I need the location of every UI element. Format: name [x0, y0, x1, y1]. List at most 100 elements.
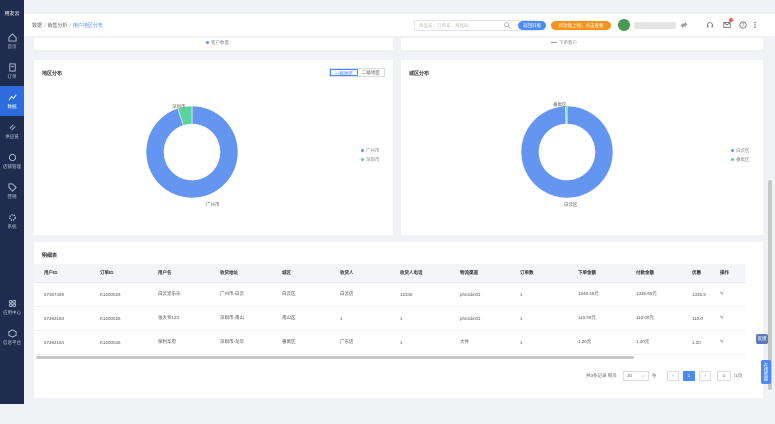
sidebar-item-label: 系统 — [7, 223, 17, 229]
detail-table: 用户ID 订单ID 用户名 收货地址 城区 收货人 收货人电话 物流渠道 订单数 下单金额 付款金额… — [34, 264, 746, 355]
table-cell: phcsdin01 — [450, 282, 510, 307]
sidebar-item-label: 信息平台 — [3, 339, 21, 345]
goto-page-input[interactable]: 1 — [717, 371, 731, 381]
table-cell: 番禺区 — [272, 330, 330, 355]
search-icon[interactable] — [504, 22, 511, 29]
table-cell: 1 — [390, 306, 450, 331]
table-cell: 1335.9 — [682, 282, 710, 307]
table-cell: 1.20元 — [568, 330, 626, 355]
page-size-select[interactable]: 10 ⌵ — [623, 371, 649, 381]
switch-icon[interactable] — [680, 21, 688, 29]
chart-legend: 客户数量 — [206, 40, 229, 46]
feedback-tab[interactable]: 反馈 — [756, 334, 768, 344]
pager-unit: 条 — [652, 373, 657, 378]
sidebar-item-app-center[interactable]: 应用中心 — [0, 292, 24, 322]
back-to-old-version-button[interactable]: 返回旧版 — [518, 21, 546, 30]
legend-item[interactable]: 番禺区 — [731, 157, 750, 163]
pager-goto-suffix: /1页 — [734, 373, 743, 378]
table-cell: 大件 — [450, 330, 510, 355]
edit-icon[interactable]: ✎ — [710, 306, 746, 331]
card-title: 城区分布 — [409, 71, 430, 77]
table-cell: 57262183 — [34, 306, 90, 331]
column-header: 优惠 — [682, 264, 710, 283]
sidebar-item-info-platform[interactable]: 信息平台 — [0, 322, 24, 352]
table-cell: 深圳市-龙华 — [210, 330, 272, 355]
table-cell: 南山区 — [272, 306, 330, 331]
table-cell: 1 — [510, 330, 568, 355]
sidebar-item-supply[interactable]: 供应链 — [0, 116, 24, 146]
page-scrollbar[interactable] — [768, 180, 772, 390]
user-name-blurred — [634, 22, 676, 29]
online-service-tab[interactable]: 在线客服 — [761, 360, 771, 384]
chevron-down-icon: ⌵ — [641, 373, 645, 378]
prev-page-button[interactable]: ‹ — [667, 371, 679, 381]
table-cell: phcsdin01 — [450, 306, 510, 331]
table-header-row: 用户ID 订单ID 用户名 收货地址 城区 收货人 收货人电话 物流渠道 订单数 下单金额 付款金额… — [34, 264, 746, 283]
pie-slice-白云区[interactable] — [520, 105, 614, 199]
table-cell: K1200029 — [90, 282, 148, 307]
help-icon[interactable]: ? — [739, 21, 747, 29]
edit-icon[interactable]: ✎ — [710, 282, 746, 307]
table-cell: 1 — [330, 306, 390, 331]
pie-slice-番禺区[interactable] — [565, 105, 568, 125]
edit-icon[interactable]: ✎ — [710, 330, 746, 355]
district-donut-chart — [520, 105, 614, 199]
pie-slice-深圳市[interactable] — [177, 105, 193, 126]
legend-label: 客户数量 — [211, 40, 229, 45]
horizontal-scrollbar[interactable] — [36, 356, 634, 359]
avatar[interactable] — [618, 19, 630, 31]
column-header: 订单ID — [90, 264, 148, 283]
breadcrumb-current: 用户地区分布 — [72, 23, 103, 29]
legend-item[interactable]: 广州市 — [361, 148, 380, 154]
sidebar-item-label: 店铺管理 — [3, 163, 21, 169]
table-cell: K1200025 — [90, 306, 148, 331]
more-icon[interactable] — [751, 21, 759, 29]
table-cell: 57262184 — [34, 330, 90, 355]
link-icon — [8, 123, 16, 131]
table-cell: 白云宠乐乐 — [148, 282, 210, 307]
column-header: 下单金额 — [568, 264, 626, 283]
table-cell: 110.0 — [682, 306, 710, 331]
sidebar-item-system[interactable]: 系统 — [0, 206, 24, 236]
card-title: 明细表 — [42, 253, 58, 259]
pie-slice-广州市[interactable] — [145, 105, 239, 199]
tag-icon — [7, 182, 17, 192]
table-row[interactable]: 57262184 K1200026 保利华府 深圳市-龙华 番禺区 广东店 1 大件 1 1.20… — [34, 330, 746, 355]
table-row[interactable]: 57262183 K1200025 张大爷123 深圳市-南山 南山区 1 1 phcsdin… — [34, 306, 746, 331]
sidebar-item-marketing[interactable]: 营销 — [0, 176, 24, 206]
headset-icon[interactable] — [706, 21, 714, 29]
sidebar-item-store[interactable]: 店铺管理 — [0, 146, 24, 176]
sidebar: 用友云 首页 订单 数据 供应链 店铺管理 营销 系统 — [0, 0, 24, 404]
table-cell: 保利华府 — [148, 330, 210, 355]
sidebar-item-orders[interactable]: 订单 — [0, 56, 24, 86]
breadcrumb-item[interactable]: 销售分析 — [47, 23, 68, 29]
top-header: 数据 / 销售分析 / 用户地区分布 商品名、订单号、商品码 返回旧版 新功能上线，点击… — [24, 14, 775, 36]
legend-item[interactable]: 深圳市 — [361, 157, 380, 163]
sidebar-item-label: 供应链 — [5, 133, 19, 139]
tab-level-two[interactable]: 二级地区 — [362, 70, 380, 75]
next-page-button[interactable]: › — [699, 371, 711, 381]
message-icon[interactable] — [723, 21, 731, 29]
table-cell: 1 — [510, 306, 568, 331]
table-cell: 深圳市-南山 — [210, 306, 272, 331]
sidebar-item-home[interactable]: 首页 — [0, 26, 24, 56]
region-distribution-card: 地区分布 一级地区 二级地区 深圳市 广州市 广州市 深圳市 — [34, 60, 393, 235]
breadcrumb-item[interactable]: 数据 — [32, 23, 43, 29]
sidebar-item-data[interactable]: 数据 — [0, 86, 24, 116]
legend-item[interactable]: 白云区 — [731, 148, 750, 154]
table-cell: 12345 — [390, 282, 450, 307]
pie-label-bottom: 广州市 — [206, 202, 220, 207]
chart-legend: 下单客户 — [551, 40, 577, 46]
pager-total: 共3条记录 每页 — [586, 373, 617, 378]
table-row[interactable]: 57367469 K1200029 白云宠乐乐 广州市-白云 白云区 白云店 12345 ph… — [34, 282, 746, 307]
pie-label-top: 番禺区 — [553, 102, 567, 107]
cube-icon — [7, 328, 17, 338]
sidebar-item-label: 数据 — [7, 103, 17, 109]
tab-level-one[interactable]: 一级地区 — [330, 69, 358, 76]
page-button-current[interactable]: 1 — [683, 371, 695, 381]
table-body: 57367469 K1200029 白云宠乐乐 广州市-白云 白云区 白云店 12345 ph… — [34, 282, 746, 355]
chart-icon — [8, 94, 16, 100]
legend-label: 白云区 — [736, 148, 750, 153]
new-feature-button[interactable]: 新功能上线，点击查看 — [551, 21, 611, 30]
